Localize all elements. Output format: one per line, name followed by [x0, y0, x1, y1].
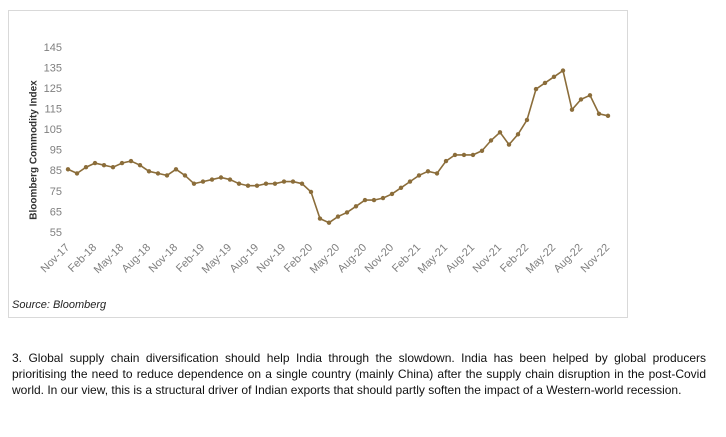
y-tick-label: 95	[50, 145, 62, 157]
y-tick-label: 145	[44, 42, 62, 54]
data-point	[263, 181, 269, 186]
data-point	[407, 179, 413, 184]
data-point	[479, 148, 485, 153]
data-point	[191, 181, 197, 186]
data-point	[173, 167, 179, 172]
x-tick-label: May-21	[416, 242, 450, 276]
x-tick-label: Aug-22	[552, 242, 586, 276]
data-point	[218, 175, 224, 180]
data-point	[245, 183, 251, 188]
data-point	[380, 195, 386, 201]
data-point	[533, 86, 539, 92]
data-point	[578, 97, 584, 102]
data-point	[335, 214, 341, 219]
data-point	[209, 177, 215, 182]
data-point	[461, 152, 467, 158]
data-point	[74, 171, 80, 176]
x-tick-label: May-19	[200, 242, 234, 276]
y-tick-label: 105	[44, 124, 62, 136]
x-tick-label: Nov-22	[579, 242, 613, 276]
data-point	[416, 173, 422, 178]
y-tick-label: 115	[44, 104, 62, 116]
data-point	[551, 74, 557, 79]
data-point	[443, 158, 449, 164]
y-tick-label: 75	[50, 186, 62, 198]
data-point	[434, 171, 440, 176]
chart: Bloomberg Commodity Index 55 65 75 85 95 105 1…	[29, 42, 613, 276]
data-point	[488, 138, 494, 143]
y-tick-label: 65	[50, 206, 62, 218]
chart-frame	[8, 10, 628, 318]
data-point	[605, 113, 611, 119]
data-point	[155, 171, 161, 176]
series-line	[67, 69, 609, 224]
data-point	[182, 173, 188, 178]
data-point	[101, 162, 107, 168]
data-point	[326, 220, 332, 225]
data-point	[290, 179, 296, 184]
data-point	[92, 160, 98, 166]
y-tick-label: 135	[44, 62, 62, 74]
data-point	[272, 181, 278, 186]
data-point	[524, 117, 530, 123]
data-point	[515, 132, 521, 137]
data-point	[587, 93, 593, 98]
data-point	[299, 181, 305, 186]
data-point	[137, 162, 143, 168]
data-point	[344, 210, 350, 215]
data-point	[497, 130, 503, 135]
data-point	[506, 142, 512, 147]
source-note: Source: Bloomberg	[12, 299, 107, 311]
data-point	[236, 181, 242, 186]
x-tick-label: Aug-19	[228, 242, 262, 276]
x-tick-label: Aug-20	[336, 242, 370, 276]
data-point	[254, 183, 260, 188]
data-point	[128, 158, 134, 164]
data-point	[389, 191, 395, 197]
data-point	[425, 169, 431, 174]
data-point	[452, 152, 458, 158]
data-point	[200, 179, 206, 184]
data-point	[119, 160, 125, 166]
data-point	[65, 167, 71, 172]
data-point	[569, 107, 575, 112]
data-point	[281, 179, 287, 184]
data-point	[308, 189, 314, 195]
data-point	[353, 204, 359, 209]
data-point	[362, 197, 368, 203]
data-point	[164, 173, 170, 178]
y-tick-label: 55	[50, 227, 62, 239]
data-point	[542, 80, 548, 86]
x-tick-label: Aug-21	[444, 242, 478, 276]
data-point	[560, 68, 566, 73]
x-tick-label: May-20	[308, 242, 342, 276]
data-point	[317, 216, 323, 221]
x-tick-label: May-18	[92, 242, 126, 276]
x-tick-label: Nov-20	[363, 242, 397, 276]
data-point	[596, 111, 602, 116]
data-point	[227, 177, 233, 182]
y-axis-label: Bloomberg Commodity Index	[29, 80, 40, 220]
data-point	[398, 185, 404, 190]
x-tick-label: Nov-17	[39, 242, 73, 276]
data-point	[470, 152, 476, 158]
x-tick-label: May-22	[524, 242, 558, 276]
x-tick-label: Aug-18	[120, 242, 154, 276]
x-tick-label: Nov-19	[255, 242, 289, 276]
x-tick-label: Nov-18	[147, 242, 181, 276]
data-point	[83, 165, 89, 170]
data-point	[371, 197, 377, 203]
y-tick-label: 85	[50, 165, 62, 177]
x-tick-label: Nov-21	[471, 242, 505, 276]
y-tick-label: 125	[44, 83, 62, 95]
data-point	[110, 165, 116, 170]
data-point	[146, 169, 152, 174]
paragraph: 3. Global supply chain diversification s…	[12, 351, 706, 397]
